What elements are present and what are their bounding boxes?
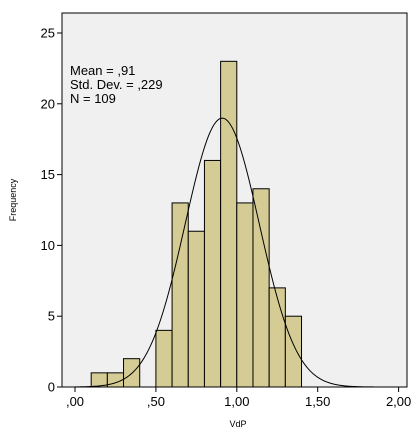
histogram-bar bbox=[172, 203, 188, 387]
x-tick-label: 2,00 bbox=[386, 394, 411, 409]
x-axis: ,00 ,50 1,00 1,50 2,00 bbox=[66, 387, 411, 409]
y-tick-label: 25 bbox=[41, 26, 55, 41]
y-axis-title: Frequency bbox=[8, 178, 18, 221]
x-tick-label: 1,00 bbox=[224, 394, 249, 409]
histogram-bar bbox=[237, 203, 253, 387]
x-tick-label: 1,50 bbox=[305, 394, 330, 409]
histogram-bar bbox=[269, 288, 285, 387]
x-tick-label: ,50 bbox=[147, 394, 165, 409]
histogram-bar bbox=[188, 231, 204, 387]
y-tick-label: 0 bbox=[48, 380, 55, 395]
stat-mean: Mean = ,91 bbox=[70, 63, 135, 78]
histogram-bar bbox=[156, 330, 172, 387]
histogram-bar bbox=[253, 189, 269, 387]
histogram-bar bbox=[107, 373, 123, 387]
y-tick-label: 10 bbox=[41, 238, 55, 253]
stat-std-dev: Std. Dev. = ,229 bbox=[70, 77, 163, 92]
y-tick-label: 5 bbox=[48, 309, 55, 324]
histogram-bar bbox=[221, 61, 237, 387]
x-axis-title: VdP bbox=[229, 419, 246, 429]
x-tick-label: ,00 bbox=[66, 394, 84, 409]
y-tick-label: 15 bbox=[41, 167, 55, 182]
y-axis: 0 5 10 15 20 25 bbox=[41, 26, 62, 395]
histogram-bar bbox=[285, 316, 301, 387]
histogram-bar bbox=[204, 160, 220, 387]
stat-n: N = 109 bbox=[70, 91, 116, 106]
y-tick-label: 20 bbox=[41, 96, 55, 111]
